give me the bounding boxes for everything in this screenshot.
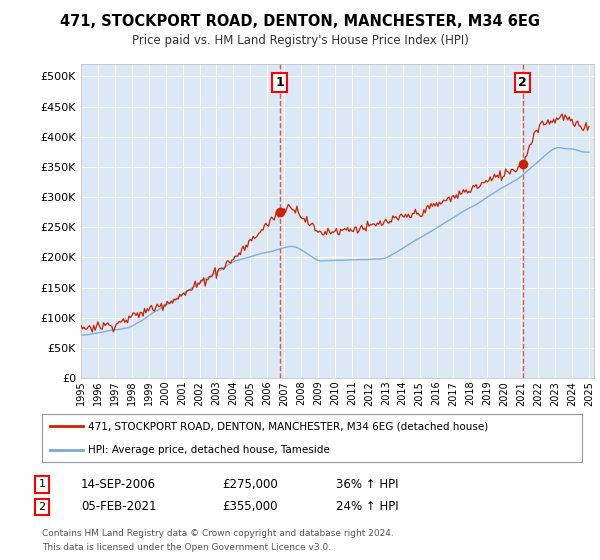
Text: 24% ↑ HPI: 24% ↑ HPI xyxy=(336,500,398,514)
Text: Price paid vs. HM Land Registry's House Price Index (HPI): Price paid vs. HM Land Registry's House … xyxy=(131,34,469,46)
Text: £275,000: £275,000 xyxy=(222,478,278,491)
Text: 1: 1 xyxy=(275,76,284,89)
Text: 2: 2 xyxy=(38,502,46,512)
Text: £355,000: £355,000 xyxy=(222,500,277,514)
Text: This data is licensed under the Open Government Licence v3.0.: This data is licensed under the Open Gov… xyxy=(42,543,331,552)
Text: 05-FEB-2021: 05-FEB-2021 xyxy=(81,500,157,514)
Text: Contains HM Land Registry data © Crown copyright and database right 2024.: Contains HM Land Registry data © Crown c… xyxy=(42,529,394,538)
Text: 471, STOCKPORT ROAD, DENTON, MANCHESTER, M34 6EG: 471, STOCKPORT ROAD, DENTON, MANCHESTER,… xyxy=(60,14,540,29)
Text: 1: 1 xyxy=(38,479,46,489)
Text: 36% ↑ HPI: 36% ↑ HPI xyxy=(336,478,398,491)
Text: HPI: Average price, detached house, Tameside: HPI: Average price, detached house, Tame… xyxy=(88,445,329,455)
Text: 2: 2 xyxy=(518,76,527,89)
Text: 471, STOCKPORT ROAD, DENTON, MANCHESTER, M34 6EG (detached house): 471, STOCKPORT ROAD, DENTON, MANCHESTER,… xyxy=(88,421,488,431)
Text: 14-SEP-2006: 14-SEP-2006 xyxy=(81,478,156,491)
